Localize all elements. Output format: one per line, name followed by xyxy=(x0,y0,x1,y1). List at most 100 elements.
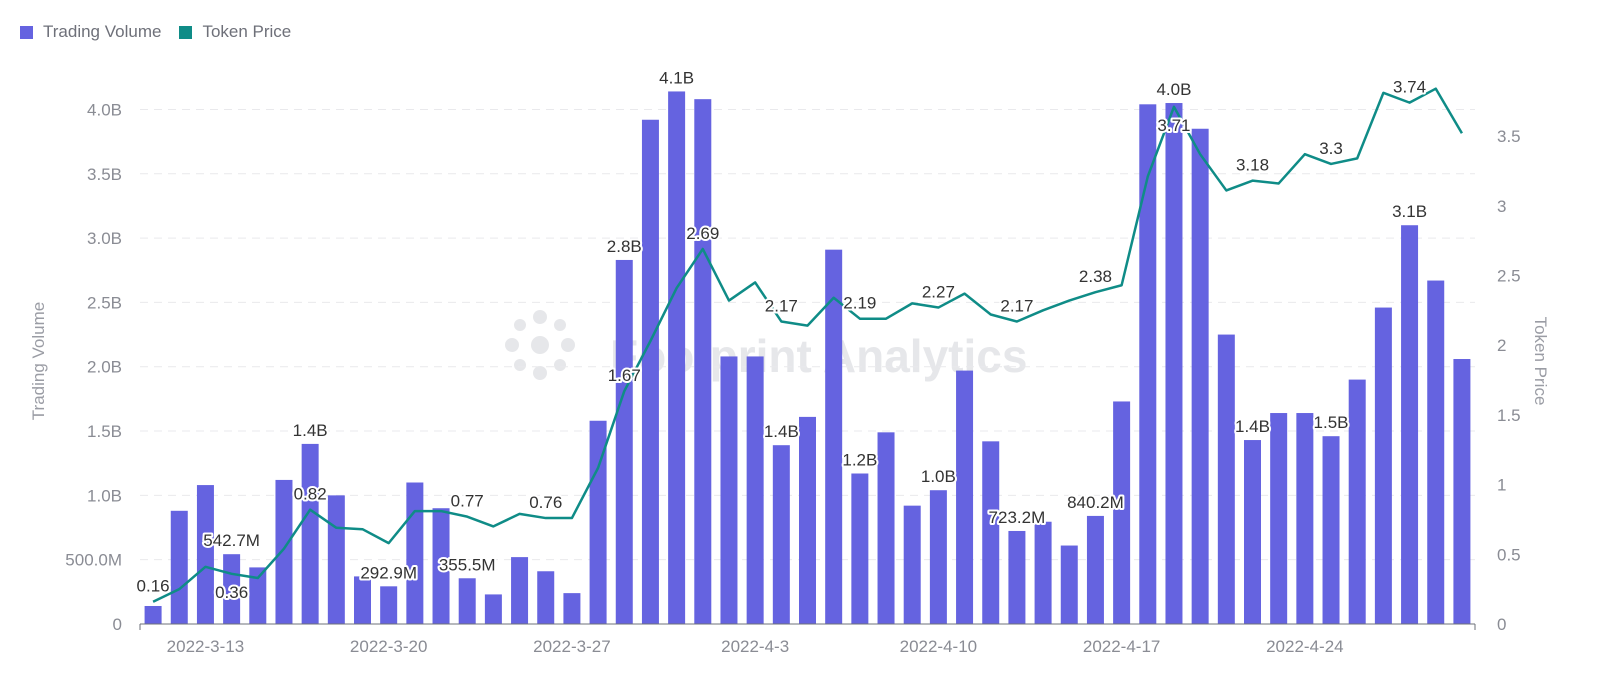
volume-data-label: 1.4B xyxy=(1235,417,1270,436)
volume-bar xyxy=(1165,103,1183,625)
volume-bar xyxy=(1270,413,1288,624)
volume-bar xyxy=(929,490,947,624)
y-right-tick-label: 1.5 xyxy=(1497,406,1521,425)
volume-bar xyxy=(1244,440,1261,624)
legend-item-trading-volume[interactable]: Trading Volume xyxy=(20,22,161,42)
volume-bar xyxy=(1296,413,1314,624)
volume-bar xyxy=(1113,401,1131,624)
volume-data-label: 840.2M xyxy=(1067,493,1124,512)
volume-bar xyxy=(1401,225,1419,624)
volume-bar xyxy=(458,578,476,624)
volume-bar xyxy=(668,91,686,625)
legend-swatch-volume xyxy=(20,25,33,39)
y-right-tick-label: 2.5 xyxy=(1497,266,1521,285)
y-right-tick-label: 1 xyxy=(1497,476,1506,495)
volume-bar xyxy=(406,482,424,624)
price-data-label: 3.18 xyxy=(1236,156,1269,175)
volume-bar xyxy=(772,445,790,624)
y-right-tick-label: 0 xyxy=(1497,615,1506,634)
volume-data-label: 1.0B xyxy=(921,467,956,486)
volume-bar xyxy=(615,259,633,624)
legend-item-token-price[interactable]: Token Price xyxy=(179,22,291,42)
volume-bar xyxy=(432,508,450,624)
volume-bar xyxy=(1427,280,1445,624)
volume-bar xyxy=(484,594,502,624)
volume-bar xyxy=(563,593,581,624)
volume-bar xyxy=(1034,521,1052,624)
volume-bar xyxy=(249,567,267,624)
volume-data-label: 355.5M xyxy=(439,555,496,574)
legend-label: Token Price xyxy=(202,22,292,41)
volume-data-label: 2.8B xyxy=(607,237,642,256)
price-data-label: 2.38 xyxy=(1079,267,1112,286)
volume-bar xyxy=(589,420,607,624)
y-right-tick-label: 3.5 xyxy=(1497,127,1521,146)
volume-bar xyxy=(1060,545,1078,624)
volume-bar xyxy=(982,441,1000,624)
x-tick-label: 2022-4-10 xyxy=(900,637,978,656)
volume-bar xyxy=(1453,359,1471,624)
price-data-label: 0.77 xyxy=(451,492,484,511)
y-right-tick-label: 0.5 xyxy=(1497,545,1521,564)
x-tick-label: 2022-3-20 xyxy=(350,637,428,656)
y-left-tick-label: 3.0B xyxy=(87,229,122,248)
volume-bar xyxy=(746,356,764,624)
volume-data-label: 1.5B xyxy=(1314,413,1349,432)
volume-bar xyxy=(170,510,188,624)
volume-bar xyxy=(825,249,843,624)
volume-bar xyxy=(354,576,371,624)
watermark: Footprint Analytics xyxy=(505,310,1027,382)
volume-bar xyxy=(903,505,921,624)
y-right-axis-title: Token Price xyxy=(1531,317,1550,406)
volume-bar xyxy=(1191,128,1209,624)
price-data-label: 2.17 xyxy=(765,296,798,315)
volume-bar xyxy=(1322,436,1340,624)
volume-bar xyxy=(641,119,659,624)
volume-bar xyxy=(1348,379,1366,624)
y-left-tick-label: 0 xyxy=(113,615,122,634)
volume-bar xyxy=(1374,307,1392,624)
volume-bar xyxy=(1217,334,1235,624)
y-left-axis-title: Trading Volume xyxy=(29,302,48,420)
legend: Trading Volume Token Price xyxy=(20,22,309,42)
volume-bar xyxy=(694,99,712,624)
price-data-label: 2.19 xyxy=(843,294,876,313)
volume-data-label: 1.4B xyxy=(293,421,328,440)
x-tick-label: 2022-4-24 xyxy=(1266,637,1344,656)
volume-bar xyxy=(799,416,816,624)
y-left-tick-label: 2.5B xyxy=(87,293,122,312)
price-data-label: 0.82 xyxy=(294,485,327,504)
volume-bar xyxy=(301,443,319,624)
volume-data-label: 723.2M xyxy=(989,508,1046,527)
volume-bar xyxy=(196,485,214,624)
x-tick-label: 2022-3-13 xyxy=(167,637,245,656)
y-left-tick-label: 1.5B xyxy=(87,422,122,441)
x-tick-label: 2022-4-17 xyxy=(1083,637,1161,656)
volume-bar xyxy=(1086,515,1104,624)
volume-bar xyxy=(144,605,162,624)
volume-bar xyxy=(380,586,398,624)
price-data-label: 0.16 xyxy=(137,577,170,596)
volume-bar xyxy=(1008,530,1026,624)
volume-bar xyxy=(720,356,738,624)
price-data-label: 1.67 xyxy=(608,366,641,385)
price-data-label: 2.27 xyxy=(922,283,955,302)
y-right-tick-label: 2 xyxy=(1497,336,1506,355)
watermark-logo-icon xyxy=(505,310,575,380)
volume-bar xyxy=(877,432,895,624)
volume-bar xyxy=(511,557,529,624)
price-data-label: 2.69 xyxy=(686,224,719,243)
volume-bar xyxy=(851,473,869,624)
y-left-tick-label: 3.5B xyxy=(87,165,122,184)
price-data-label: 3.3 xyxy=(1319,139,1343,158)
price-data-label: 0.76 xyxy=(529,493,562,512)
x-tick-label: 2022-3-27 xyxy=(533,637,611,656)
volume-bar xyxy=(1139,104,1157,625)
volume-data-label: 4.1B xyxy=(659,68,694,87)
volume-bar xyxy=(956,370,974,624)
volume-data-label: 292.9M xyxy=(360,563,417,582)
y-left-tick-label: 500.0M xyxy=(65,551,122,570)
y-right-tick-label: 3 xyxy=(1497,197,1506,216)
volume-bar xyxy=(275,479,293,624)
